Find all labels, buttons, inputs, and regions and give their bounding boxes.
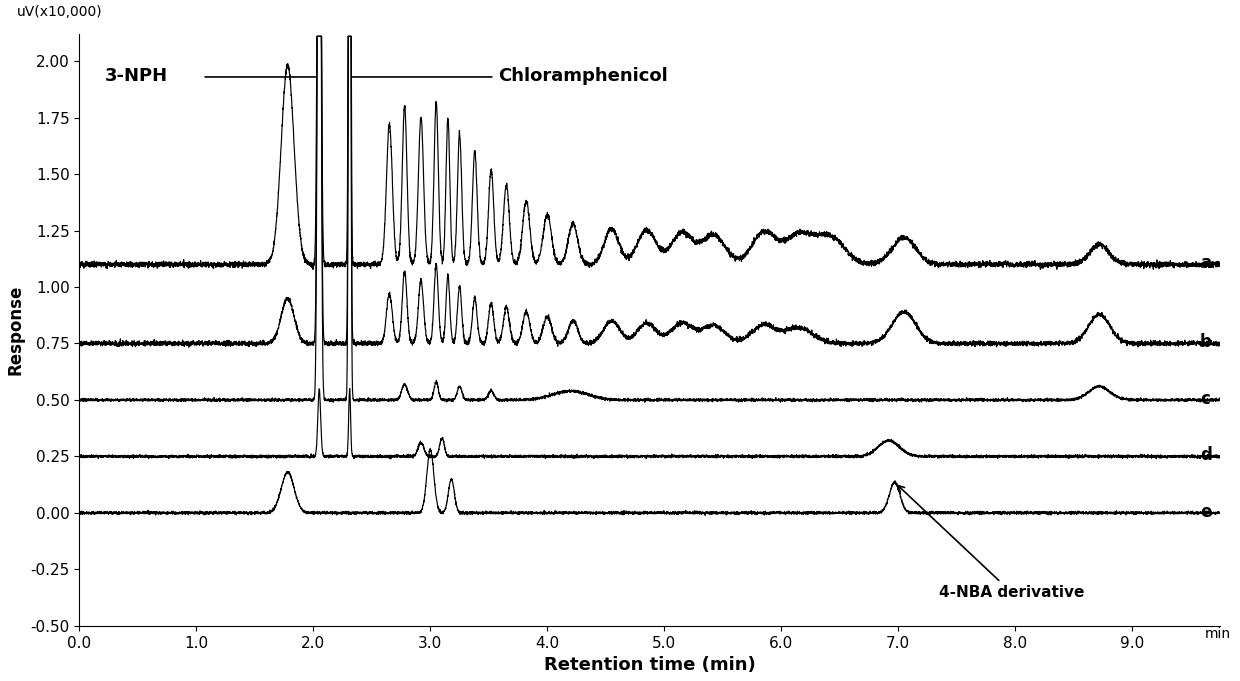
Text: e: e xyxy=(1200,503,1211,521)
Text: 4-NBA derivative: 4-NBA derivative xyxy=(898,486,1085,600)
Text: uV(x10,000): uV(x10,000) xyxy=(17,5,103,19)
Text: a: a xyxy=(1200,254,1211,272)
Text: b: b xyxy=(1200,333,1211,351)
X-axis label: Retention time (min): Retention time (min) xyxy=(543,656,755,674)
Text: 3-NPH: 3-NPH xyxy=(105,67,169,85)
Text: d: d xyxy=(1200,446,1211,464)
Text: Chloramphenicol: Chloramphenicol xyxy=(498,67,668,85)
Text: min: min xyxy=(1204,627,1230,641)
Text: c: c xyxy=(1200,390,1210,408)
Y-axis label: Response: Response xyxy=(7,285,25,375)
